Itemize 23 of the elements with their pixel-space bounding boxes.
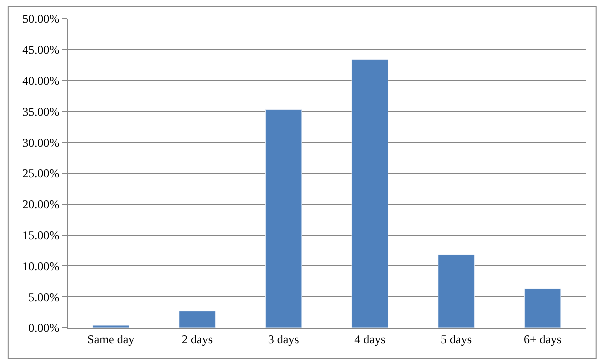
y-tick-label: 35.00% [22,104,60,119]
x-tick-label: 5 days [441,332,472,346]
x-tick-label: 4 days [354,332,386,346]
x-tick-label: 3 days [268,332,300,346]
x-tick-label: 6+ days [524,332,562,346]
bar [524,288,562,328]
x-tick-label: Same day [88,332,135,346]
y-tick-label: 20.00% [22,198,60,212]
y-tick-label: 0.00% [28,321,60,336]
y-tick-label: 5.00% [28,290,60,304]
bar [438,254,475,328]
bar [92,325,130,328]
x-tick-label: 2 days [182,332,214,346]
bar [179,311,216,328]
bar [265,110,302,328]
y-tick-label: 50.00% [22,12,60,26]
y-tick-label: 45.00% [22,43,60,58]
y-tick-label: 30.00% [22,136,60,150]
y-tick-label: 10.00% [22,259,60,274]
y-tick-label: 15.00% [22,228,60,242]
y-tick-label: 40.00% [22,74,60,88]
bar [352,60,389,328]
y-tick-label: 25.00% [22,166,60,181]
